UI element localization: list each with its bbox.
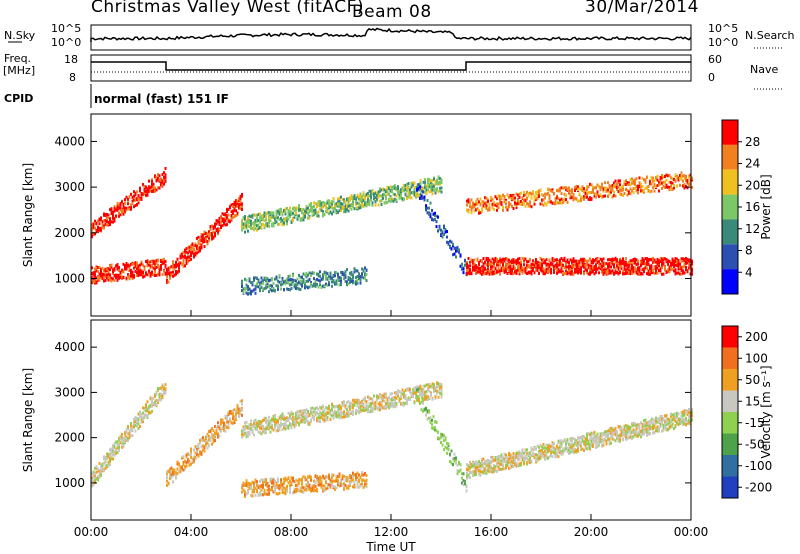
vel-rising-band [166, 399, 243, 487]
y-tick-label: 4000 [54, 340, 85, 354]
colorbar-segment [722, 194, 738, 220]
colorbar-tick-label: 100 [745, 351, 768, 365]
nsky-label: N.Sky [4, 29, 36, 42]
colorbar-tick-label: -50 [745, 437, 765, 451]
colorbar-segment [722, 120, 738, 145]
colorbar-tick-label: 20 [745, 178, 760, 192]
x-axis-label: Time UT [365, 540, 416, 554]
echo-low-range-early [91, 257, 167, 285]
colorbar-tick-label: 8 [745, 244, 753, 258]
colorbar-segment [722, 455, 738, 477]
echo-rising-band [166, 192, 243, 284]
y-tick-label: 3000 [54, 180, 85, 194]
vel-upper-band [241, 381, 443, 439]
colorbar-tick-label: -15 [745, 416, 765, 430]
colorbar-segment [722, 269, 738, 294]
colorbar-segment [722, 433, 738, 455]
heatmap-panel-1 [91, 167, 693, 296]
beam-label: Beam 08 [352, 2, 432, 22]
colorbar-label: Velocity [m s⁻¹] [759, 365, 773, 458]
vel-lower-band [241, 471, 368, 498]
echo-lower-band [241, 266, 368, 296]
y-tick-label: 4000 [54, 134, 85, 148]
echo-mid-range-early [91, 167, 167, 239]
y-axis-label: Slant Range [km] [21, 163, 35, 267]
colorbar-label: Power [dB] [759, 174, 773, 239]
vel-low-range-early [91, 383, 167, 488]
y-tick-label: 3000 [54, 385, 85, 399]
freq-tick-high: 18 [64, 53, 78, 66]
colorbar-segment [722, 326, 738, 348]
plot-title: Christmas Valley West (fitACF) [91, 0, 365, 17]
nave-tick-high: 60 [708, 53, 722, 66]
nave-tick-low: 0 [708, 71, 715, 84]
y-axis-label: Slant Range [km] [21, 368, 35, 472]
vel-descending-band [416, 387, 468, 493]
colorbar-frame [721, 325, 739, 499]
colorbar-segment [722, 219, 738, 245]
nsky-tick-high: 10^5 [51, 22, 82, 35]
x-tick-label: 20:00 [574, 525, 609, 539]
x-tick-label: 00:00 [674, 525, 709, 539]
colorbar-segment [722, 369, 738, 391]
colorbar-tick-label: 50 [745, 373, 760, 387]
echo-late-low [466, 256, 693, 276]
echo-descending-band [416, 183, 468, 277]
x-tick-label: 08:00 [274, 525, 309, 539]
freq-unit-label: [MHz] [3, 64, 36, 77]
colorbar-segment [722, 390, 738, 412]
x-tick-label: 12:00 [374, 525, 409, 539]
colorbar-tick-label: 4 [745, 265, 753, 279]
y-tick-label: 2000 [54, 226, 85, 240]
y-tick-label: 1000 [54, 476, 85, 490]
date-label: 30/Mar/2014 [585, 0, 699, 17]
heatmap-panel-2 [91, 381, 693, 498]
colorbar-segment [722, 144, 738, 170]
colorbar-segment [722, 412, 738, 434]
echo-late-mid [466, 171, 693, 215]
cpid-text: normal (fast) 151 IF [94, 92, 229, 106]
colorbar-segment [722, 244, 738, 270]
panel-frame-1 [90, 113, 692, 317]
y-tick-label: 2000 [54, 431, 85, 445]
freq-label: Freq. [4, 52, 32, 65]
nsky-tick-low: 10^0 [51, 36, 82, 49]
colorbar-tick-label: -200 [745, 480, 772, 494]
colorbar-tick-label: 12 [745, 222, 760, 236]
x-tick-label: 00:00 [74, 525, 109, 539]
colorbar-tick-label: 15 [745, 394, 760, 408]
nsearch-tick-high: 10^5 [708, 22, 739, 35]
cpid-label: CPID [4, 92, 34, 105]
nsky-trace [90, 27, 692, 42]
colorbar-segment [722, 169, 738, 195]
colorbar-segment [722, 347, 738, 369]
freq-frame [90, 54, 692, 82]
freq-tick-low: 8 [69, 71, 76, 84]
x-tick-label: 16:00 [474, 525, 509, 539]
colorbar-segment [722, 476, 738, 498]
nsearch-tick-low: 10^0 [708, 36, 739, 49]
x-tick-label: 04:00 [174, 525, 209, 539]
colorbar-tick-label: 24 [745, 157, 760, 171]
y-tick-label: 1000 [54, 272, 85, 286]
colorbar-tick-label: -100 [745, 459, 772, 473]
colorbar-tick-label: 16 [745, 200, 760, 214]
nsearch-label: N.Search [745, 29, 795, 42]
freq-trace [91, 61, 691, 71]
colorbar-tick-label: 200 [745, 330, 768, 344]
panel-frame-2 [90, 319, 692, 521]
colorbar-tick-label: 28 [745, 135, 760, 149]
echo-upper-band [241, 175, 443, 234]
vel-late-band [466, 407, 693, 480]
nave-label: Nave [750, 63, 779, 76]
